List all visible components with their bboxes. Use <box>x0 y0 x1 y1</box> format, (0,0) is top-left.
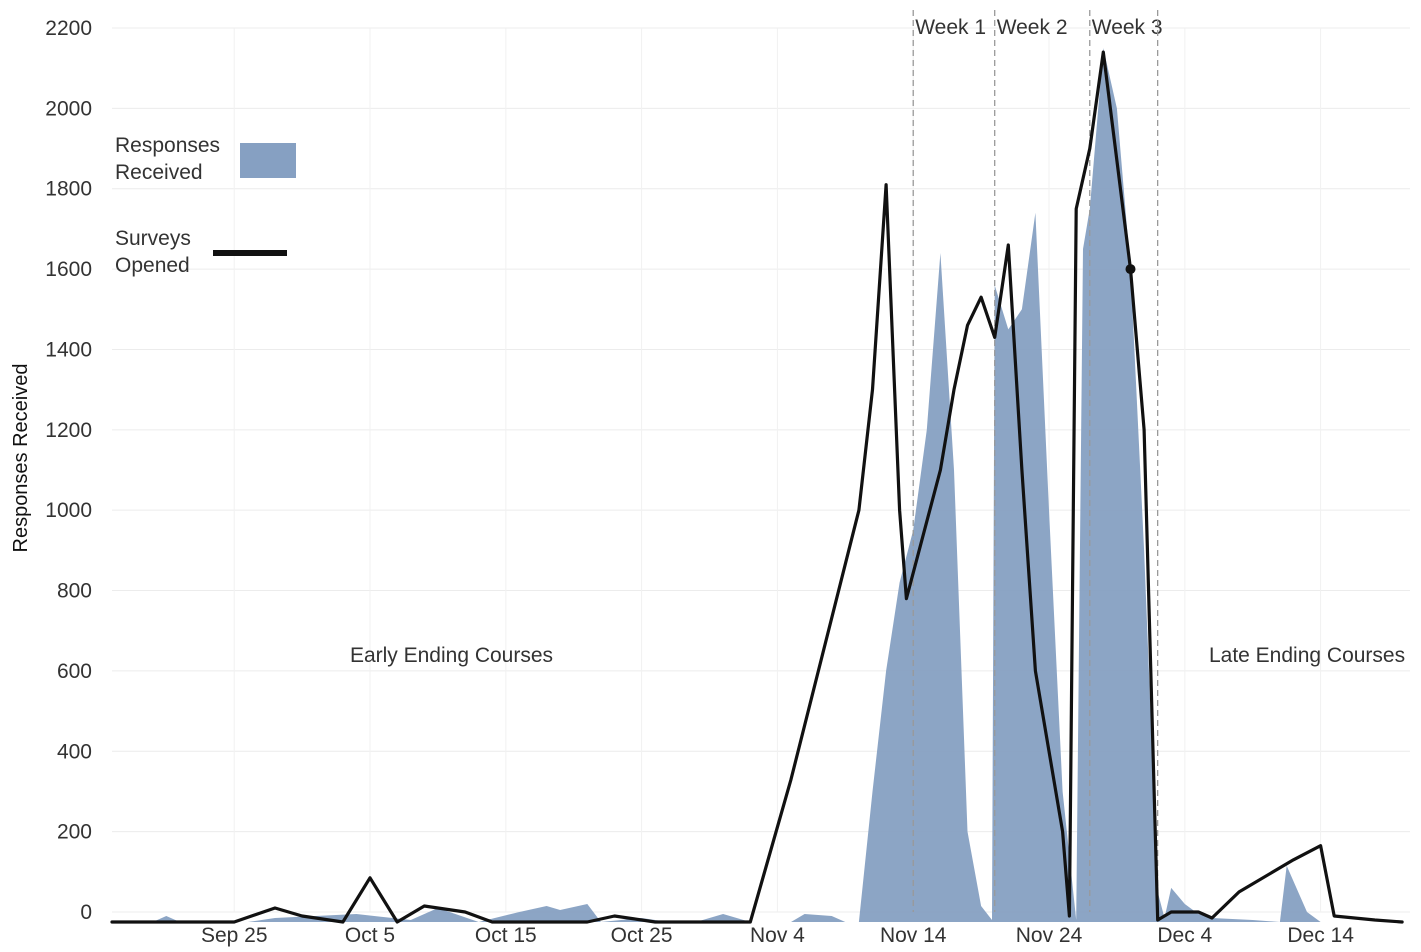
legend-label: Opened <box>115 254 190 277</box>
x-axis-ticks: Sep 25 Oct 5 Oct 15 Oct 25 Nov 4 Nov 14 Nov 24… <box>201 924 1354 947</box>
y-tick-label: 1600 <box>45 258 92 281</box>
legend: Responses Received Surveys Opened <box>115 134 296 277</box>
grid-lines <box>112 27 1410 913</box>
y-axis-ticks: 0 200 400 600 800 1000 1200 1400 1600 1800 2000 220… <box>45 17 92 924</box>
x-tick-label: Nov 4 <box>750 924 805 947</box>
x-tick-label: Oct 5 <box>345 924 395 947</box>
x-tick-label: Oct 25 <box>611 924 673 947</box>
week-markers: Week 1 Week 2 Week 3 <box>912 10 1163 912</box>
surveys-line-layer <box>110 50 1404 924</box>
y-tick-label: 2200 <box>45 17 92 40</box>
annotations: Early Ending Courses Late Ending Courses <box>350 644 1405 667</box>
y-tick-label: 1400 <box>45 338 92 361</box>
x-tick-label: Dec 4 <box>1157 924 1212 947</box>
x-tick-label: Nov 24 <box>1016 924 1083 947</box>
y-tick-label: 1200 <box>45 419 92 442</box>
x-tick-label: Dec 14 <box>1287 924 1354 947</box>
y-axis-title: Responses Received <box>10 364 32 553</box>
responses-received-area <box>112 48 1403 923</box>
week-marker-label: Week 2 <box>997 16 1068 39</box>
y-tick-label: 800 <box>57 580 92 603</box>
legend-swatch-area <box>240 143 296 178</box>
x-tick-label: Sep 25 <box>201 924 268 947</box>
legend-label: Received <box>115 161 203 184</box>
y-tick-label: 600 <box>57 660 92 683</box>
y-tick-label: 1000 <box>45 499 92 522</box>
surveys-opened-point <box>1125 264 1136 275</box>
chart-annotation: Late Ending Courses <box>1209 644 1405 667</box>
y-tick-label: 1800 <box>45 178 92 201</box>
chart-annotation: Early Ending Courses <box>350 644 553 667</box>
week-marker-label: Week 3 <box>1092 16 1163 39</box>
y-tick-label: 0 <box>80 901 92 924</box>
legend-label: Surveys <box>115 227 191 250</box>
x-tick-label: Nov 14 <box>880 924 947 947</box>
y-tick-label: 2000 <box>45 97 92 120</box>
week-marker-label: Week 1 <box>915 16 986 39</box>
y-tick-label: 200 <box>57 821 92 844</box>
surveys-opened-line <box>110 50 1404 924</box>
y-tick-label: 400 <box>57 740 92 763</box>
x-tick-label: Oct 15 <box>475 924 537 947</box>
legend-label: Responses <box>115 134 220 157</box>
responses-area-layer <box>112 48 1403 923</box>
